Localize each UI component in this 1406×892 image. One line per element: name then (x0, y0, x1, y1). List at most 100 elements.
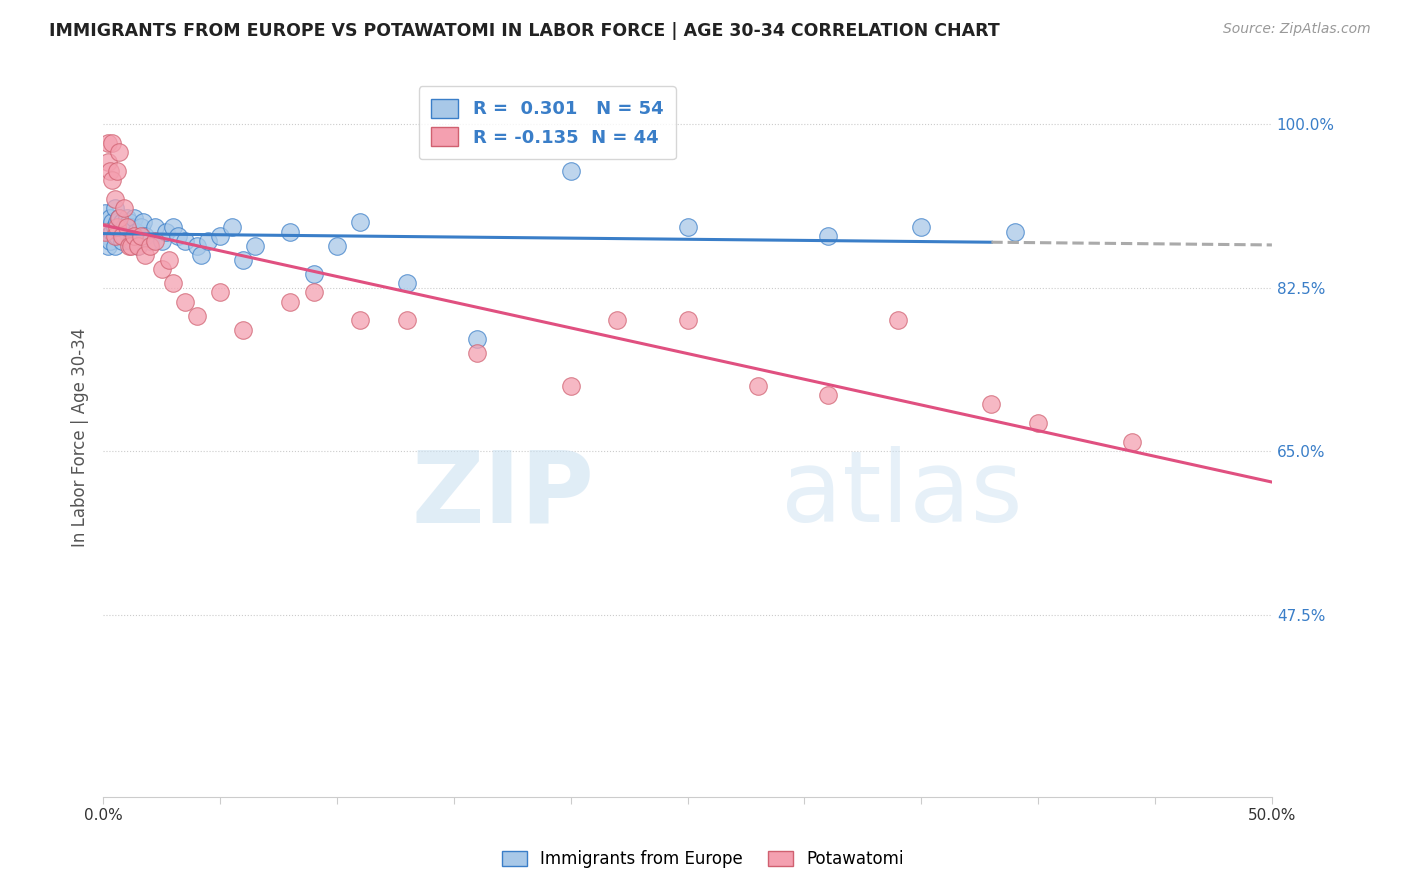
Point (101, 136, 124, 150)
Point (910, 219, 932, 234)
Point (104, 229, 127, 244)
Point (174, 294, 197, 309)
Point (157, 252, 180, 267)
Point (1121, 434, 1143, 449)
Point (108, 145, 131, 160)
Point (111, 234, 134, 248)
Point (186, 309, 208, 323)
Point (108, 211, 131, 225)
Point (278, 225, 301, 239)
Point (143, 219, 166, 234)
Point (129, 229, 152, 244)
Point (122, 211, 145, 225)
Point (243, 238, 266, 252)
Point (150, 234, 173, 248)
Point (101, 215, 124, 229)
Point (98, 211, 121, 225)
Point (817, 388, 839, 402)
Point (94, 206, 117, 220)
Point (101, 225, 124, 239)
Point (162, 219, 184, 234)
Point (132, 215, 155, 229)
Point (278, 294, 301, 309)
Point (111, 215, 134, 229)
Point (104, 238, 127, 252)
Point (115, 211, 138, 225)
Point (817, 229, 839, 244)
Point (97, 229, 120, 244)
Point (134, 229, 156, 244)
Point (101, 173, 124, 187)
Point (97, 154, 120, 169)
Point (125, 225, 148, 239)
Point (139, 238, 162, 252)
Point (104, 201, 127, 215)
Point (302, 285, 325, 300)
Point (465, 332, 488, 346)
Point (197, 234, 219, 248)
Point (167, 229, 190, 244)
Point (105, 219, 128, 234)
Point (395, 313, 418, 327)
Point (676, 313, 699, 327)
Point (190, 248, 212, 262)
Point (105, 164, 128, 178)
Point (1026, 416, 1049, 430)
Point (186, 238, 208, 252)
Point (105, 215, 128, 229)
Point (127, 238, 149, 252)
Point (97, 136, 120, 150)
Point (155, 225, 177, 239)
Point (108, 225, 131, 239)
Point (118, 215, 141, 229)
Point (232, 252, 254, 267)
Point (122, 229, 145, 244)
Point (747, 378, 769, 392)
Point (94, 225, 117, 239)
Point (98, 234, 121, 248)
Point (980, 397, 1002, 411)
Point (232, 323, 254, 337)
Point (111, 229, 134, 244)
Point (887, 313, 910, 327)
Point (120, 219, 142, 234)
Point (115, 225, 138, 239)
Point (349, 313, 371, 327)
Point (120, 234, 142, 248)
Point (118, 238, 141, 252)
Point (1004, 225, 1026, 239)
Point (104, 219, 127, 234)
Point (302, 267, 325, 281)
Point (395, 276, 418, 290)
Point (112, 219, 135, 234)
Point (112, 201, 135, 215)
Y-axis label: In Labor Force | Age 30-34: In Labor Force | Age 30-34 (72, 327, 89, 547)
Legend: R =  0.301   N = 54, R = -0.135  N = 44: R = 0.301 N = 54, R = -0.135 N = 44 (419, 87, 676, 160)
Point (208, 285, 231, 300)
Point (139, 234, 162, 248)
Point (349, 215, 371, 229)
Point (560, 164, 582, 178)
Point (115, 219, 138, 234)
Point (465, 346, 488, 360)
Point (112, 229, 135, 244)
Point (143, 234, 166, 248)
Point (129, 219, 152, 234)
Text: IMMIGRANTS FROM EUROPE VS POTAWATOMI IN LABOR FORCE | AGE 30-34 CORRELATION CHAR: IMMIGRANTS FROM EUROPE VS POTAWATOMI IN … (49, 22, 1000, 40)
Point (606, 313, 628, 327)
Legend: Immigrants from Europe, Potawatomi: Immigrants from Europe, Potawatomi (495, 844, 911, 875)
Point (326, 238, 349, 252)
Point (560, 378, 582, 392)
Text: Source: ZipAtlas.com: Source: ZipAtlas.com (1223, 22, 1371, 37)
Point (221, 219, 243, 234)
Point (208, 229, 231, 244)
Point (162, 276, 184, 290)
Point (150, 261, 173, 276)
Point (98, 164, 121, 178)
Point (120, 238, 142, 252)
Point (97, 238, 120, 252)
Point (676, 219, 699, 234)
Point (108, 211, 131, 225)
Point (105, 229, 128, 244)
Point (174, 234, 197, 248)
